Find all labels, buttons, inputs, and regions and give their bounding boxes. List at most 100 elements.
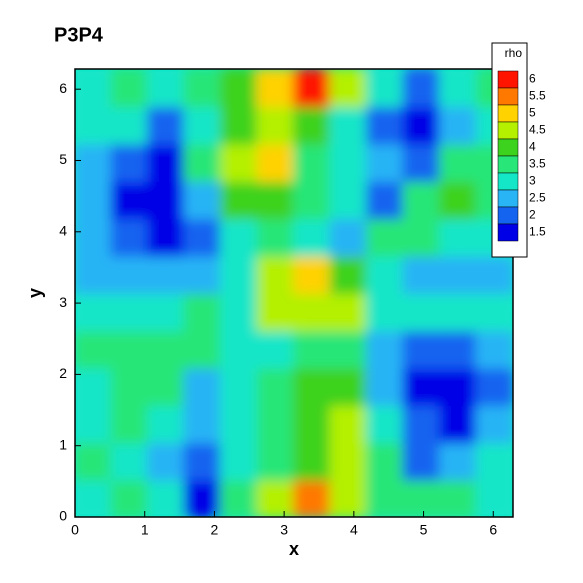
contour-cell [147,366,186,406]
contour-cell [402,478,441,517]
contour-cell [183,478,222,517]
contour-cell [439,292,478,332]
contour-cell [329,404,368,444]
contour-cell [402,441,441,481]
contour-cell [110,292,149,332]
x-tick-label: 4 [350,522,358,538]
contour-cell [293,142,332,182]
axes: 0 1 2 3 4 5 6 0 1 2 3 4 5 6 [59,68,514,538]
contour-cell [329,292,368,332]
contour-cell [110,180,149,220]
contour-cell [110,404,149,444]
contour-cell [329,366,368,406]
contour-cell [329,478,368,517]
contour-cell [256,142,295,182]
contour-cell [402,254,441,294]
legend-label: 3 [529,174,536,188]
contour-cell [329,69,368,108]
contour-cell [183,69,222,108]
contour-cell [183,254,222,294]
contour-cell [293,478,332,517]
contour-cell [366,329,405,369]
contour-cell [439,404,478,444]
contour-cell [183,366,222,406]
contour-cell [329,217,368,257]
contour-cell [329,142,368,182]
legend-swatch [497,155,519,174]
y-tick-label: 0 [59,508,67,524]
contour-cell [147,254,186,294]
x-tick-label: 5 [420,522,428,538]
contour-cell [220,404,259,444]
contour-cell [402,366,441,406]
contour-cell [75,254,113,294]
y-tick-label: 3 [59,294,67,310]
contour-cell [110,69,149,108]
contour-cell [439,329,478,369]
contour-cell [293,69,332,108]
contour-cell [75,329,113,369]
contour-cell [293,254,332,294]
contour-cell [366,217,405,257]
contour-cell [256,329,295,369]
contour-cell [75,366,113,406]
contour-cell [110,254,149,294]
contour-cell [147,217,186,257]
contour-cell [402,329,441,369]
contour-cell [183,105,222,145]
legend-label: 4.5 [529,123,546,137]
contour-cell [147,404,186,444]
contour-cell [147,180,186,220]
contour-cell [329,254,368,294]
contour-cell [475,366,513,406]
legend-label: 6 [529,72,536,86]
contour-cell [183,441,222,481]
contour-cell [75,69,113,108]
contour-cell [402,292,441,332]
contour-cell [366,254,405,294]
contour-cell [183,180,222,220]
contour-cell [475,292,513,332]
y-tick-label: 6 [59,80,67,96]
contour-cell [329,441,368,481]
y-tick-label: 5 [59,151,67,167]
contour-cell [256,292,295,332]
contour-cell [366,142,405,182]
contour-cell [147,329,186,369]
contour-cell [147,69,186,108]
contour-cell [439,366,478,406]
legend-swatch [497,172,519,191]
legend-swatch [497,189,519,208]
contour-cell [110,142,149,182]
x-tick-label: 0 [71,522,79,538]
contour-cell [75,478,113,517]
contour-cell [366,478,405,517]
legend-swatch [497,70,519,89]
contour-cell [293,366,332,406]
contour-cell [147,142,186,182]
y-tick-label: 2 [59,365,67,381]
contour-cell [220,366,259,406]
contour-cell [220,217,259,257]
legend-label: 1.5 [529,225,546,239]
contour-cell [256,217,295,257]
contour-cell [402,105,441,145]
contour-cell [183,329,222,369]
contour-cell [366,180,405,220]
contour-cell [256,105,295,145]
contour-cell [147,441,186,481]
contour-cell [402,69,441,108]
contour-cell [220,441,259,481]
contour-cell [147,105,186,145]
cells [75,69,513,517]
contour-cell [256,478,295,517]
contour-cell [439,254,478,294]
contour-cell [256,254,295,294]
x-axis-label: x [289,539,299,559]
contour-cell [439,441,478,481]
contour-cell [183,404,222,444]
legend-label: 2.5 [529,191,546,205]
contour-cell [293,404,332,444]
contour-cell [402,217,441,257]
